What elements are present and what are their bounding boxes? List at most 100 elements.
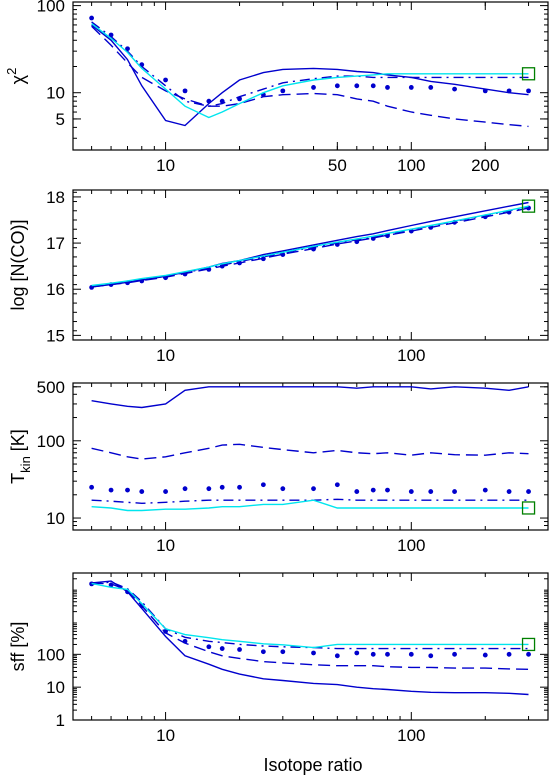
data-point-dotted	[526, 651, 531, 657]
y-axis-label: sff [%]	[8, 622, 28, 672]
series-line-cyan-solid	[91, 23, 529, 119]
data-point-dotted	[482, 88, 488, 94]
y-tick-label: 16	[46, 280, 65, 299]
y-tick-label: 10	[46, 509, 65, 528]
data-point-dotted	[506, 88, 512, 94]
y-tick-label: 10	[46, 84, 65, 103]
data-point-dotted	[311, 486, 316, 492]
data-point-dotted	[139, 62, 145, 68]
panel-chi2: 10 50 100 200 5 10 100 χ2	[4, 0, 549, 175]
panel-sff: 10 100 1 10 100 sff [%]	[8, 572, 549, 745]
series-group	[89, 386, 531, 512]
data-point-dotted	[408, 489, 414, 494]
data-point-dotted	[370, 83, 376, 89]
data-point-dotted	[237, 484, 242, 490]
x-tick-label: 200	[471, 156, 499, 175]
x-tick-label: 10	[156, 346, 175, 365]
data-point-dotted	[452, 86, 457, 92]
data-point-dotted	[408, 651, 414, 657]
data-point-dotted	[354, 489, 360, 494]
data-point-dotted	[428, 653, 434, 659]
data-point-dotted	[206, 98, 212, 104]
y-tick-label: 1	[56, 711, 65, 730]
data-point-dotted	[163, 489, 168, 494]
data-point-dotted	[280, 88, 286, 94]
data-point-dotted	[526, 88, 531, 94]
data-point-dotted	[334, 482, 340, 488]
y-axis-label: χ2	[4, 68, 28, 85]
data-point-dotted	[354, 83, 360, 89]
x-axis-label: Isotope ratio	[263, 755, 362, 775]
series-line-cyan-solid	[91, 499, 529, 512]
series-line-blue-dashdot	[91, 21, 529, 107]
data-point-dotted	[206, 644, 212, 650]
data-point-dotted	[139, 489, 145, 494]
data-point-dotted	[428, 489, 434, 494]
series-line-blue-dashed	[91, 443, 529, 460]
series-line-cyan-solid	[91, 205, 529, 287]
y-axis-label-sub: kin	[18, 456, 33, 473]
y-tick-label: 18	[46, 188, 65, 207]
x-tick-label: 100	[397, 536, 425, 555]
data-point-dotted	[182, 486, 188, 492]
data-point-dotted	[408, 85, 414, 90]
x-tick-label: 10	[156, 156, 175, 175]
x-tick-label: 10	[156, 726, 175, 745]
y-tick-label: 10	[46, 678, 65, 697]
data-point-dotted	[125, 487, 130, 493]
x-tick-label: 100	[397, 346, 425, 365]
plot-frame	[72, 1, 549, 151]
data-point-dotted	[219, 646, 225, 651]
series-group	[89, 15, 531, 128]
data-point-dotted	[452, 489, 457, 494]
series-line-blue-solid	[91, 24, 529, 127]
data-point-dotted	[182, 638, 188, 644]
data-point-dotted	[334, 653, 340, 659]
series-line-cyan-solid	[91, 582, 529, 649]
data-point-dotted	[260, 482, 266, 488]
plot-frame	[72, 189, 549, 341]
data-point-dotted	[428, 85, 434, 90]
data-point-dotted	[89, 484, 95, 490]
data-point-dotted	[163, 628, 168, 634]
best-fit-marker	[521, 199, 536, 213]
data-point-dotted	[219, 98, 225, 104]
data-point-dotted	[89, 15, 95, 21]
best-fit-marker	[521, 501, 536, 515]
y-axis-label-sup: 2	[4, 68, 19, 75]
y-tick-label: 15	[46, 326, 65, 345]
data-point-dotted	[334, 83, 340, 89]
series-line-blue-dashed	[91, 582, 529, 670]
series-line-blue-solid	[91, 386, 529, 409]
plot-frame	[72, 572, 549, 721]
panel-ncol: 10 100 15 16 17 18 log [N(CO)]	[8, 188, 549, 365]
data-point-dotted	[370, 487, 376, 493]
series-line-blue-dashdot	[91, 498, 529, 505]
series-line-blue-solid	[91, 580, 529, 696]
y-tick-label: 5	[56, 110, 65, 129]
data-point-dotted	[385, 651, 390, 657]
data-point-dotted	[206, 486, 212, 492]
y-axis-label: Tkin [K]	[8, 429, 33, 484]
data-point-dotted	[219, 484, 225, 490]
x-tick-label: 100	[397, 726, 425, 745]
series-line-blue-dashdot	[91, 581, 529, 650]
series-group	[89, 580, 531, 696]
series-line-blue-dashed	[91, 25, 529, 128]
y-axis-label-main: χ	[8, 74, 28, 84]
best-fit-marker	[521, 637, 536, 652]
series-line-blue-dashed	[91, 207, 529, 288]
data-point-dotted	[354, 650, 360, 656]
data-point-dotted	[182, 88, 188, 94]
x-tick-label: 100	[397, 156, 425, 175]
plot-frame	[72, 382, 549, 531]
y-axis-label-main: log [N(CO)]	[8, 219, 28, 310]
data-point-dotted	[370, 651, 376, 657]
data-point-dotted	[506, 489, 512, 494]
data-point-dotted	[526, 489, 531, 494]
data-point-dotted	[237, 647, 242, 652]
series-group	[89, 201, 531, 290]
data-point-dotted	[280, 486, 286, 492]
data-point-dotted	[482, 487, 488, 493]
data-point-dotted	[108, 487, 114, 493]
